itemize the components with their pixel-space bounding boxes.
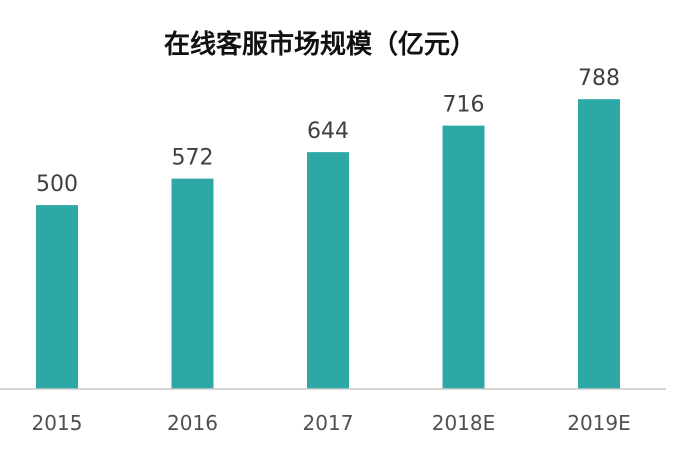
x-tick-label-2016: 2016 <box>167 411 218 435</box>
x-tick-label-2018E: 2018E <box>432 411 496 435</box>
bar-2018E <box>442 125 485 389</box>
x-tick-label-2019E: 2019E <box>567 411 631 435</box>
value-label-2018E: 716 <box>443 93 485 118</box>
chart-title: 在线客服市场规模（亿元） <box>164 29 476 60</box>
x-tick-label-2017: 2017 <box>303 411 354 435</box>
value-label-2019E: 788 <box>578 66 620 91</box>
value-label-2017: 644 <box>307 119 349 144</box>
bar-2016 <box>171 178 214 389</box>
bars-group <box>36 99 620 390</box>
value-label-2016: 572 <box>172 146 214 171</box>
value-label-2015: 500 <box>36 172 78 197</box>
value-labels-group: 500 572 644 716 788 <box>36 66 620 197</box>
x-tick-label-2015: 2015 <box>32 411 83 435</box>
x-tick-labels-group: 2015 2016 2017 2018E 2019E <box>32 411 631 435</box>
bar-2015 <box>36 205 78 389</box>
bar-2017 <box>307 152 349 389</box>
bar-2019E <box>578 99 620 390</box>
